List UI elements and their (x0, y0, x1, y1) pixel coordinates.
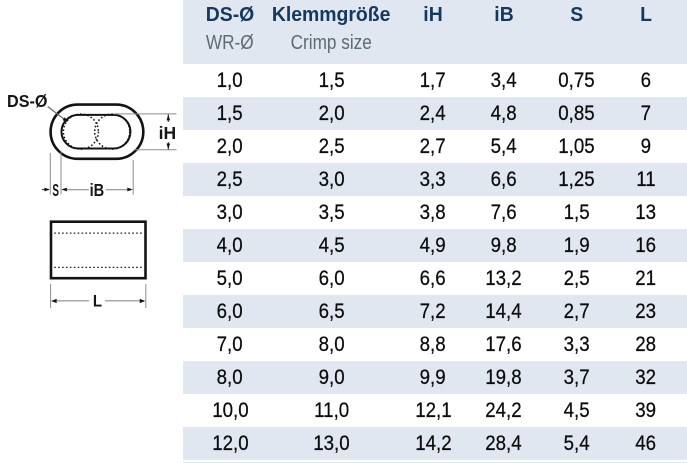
svg-text:DS-Ø: DS-Ø (7, 91, 47, 111)
svg-text:iB: iB (90, 181, 105, 201)
svg-text:iH: iH (159, 123, 177, 143)
svg-text:L: L (93, 293, 102, 311)
svg-text:S: S (52, 181, 59, 201)
